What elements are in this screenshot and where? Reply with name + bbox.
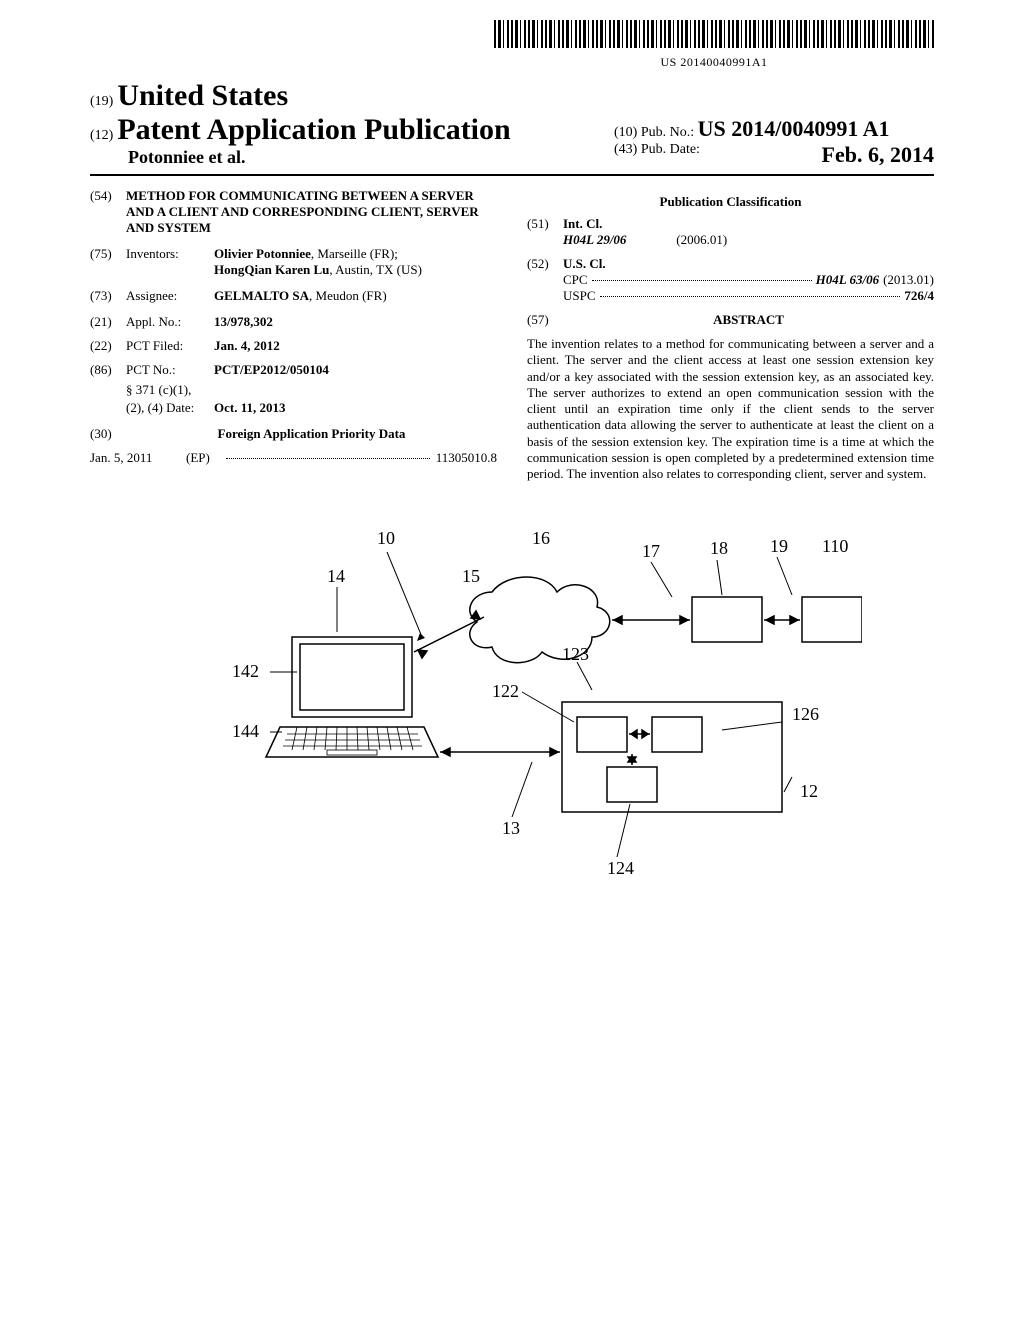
cpc-label: CPC [563,272,588,288]
svg-text:17: 17 [642,541,660,561]
inid-57: (57) [527,312,563,328]
header: (19) United States (12) Patent Applicati… [90,79,934,168]
inventors-label: Inventors: [126,246,214,278]
pub-date: Feb. 6, 2014 [822,142,934,168]
pctno-label: PCT No.: [126,362,214,378]
svg-text:144: 144 [232,721,259,741]
dotted-fill [226,458,430,459]
figure-svg: 10 16 15 14 17 18 19 110 142 144 122 123… [162,502,862,882]
inventor-1-loc: , Marseille (FR); [311,246,398,261]
uscl-label: U.S. Cl. [563,256,606,271]
priority-date: Jan. 5, 2011 [90,450,186,466]
dotted-fill [592,280,812,281]
svg-text:18: 18 [710,538,728,558]
invention-title: METHOD FOR COMMUNICATING BETWEEN A SERVE… [126,188,497,236]
assignee-value: GELMALTO SA, Meudon (FR) [214,288,497,304]
pctfiled-label: PCT Filed: [126,338,214,354]
priority-cc: (EP) [186,450,226,466]
inid-54: (54) [90,188,126,236]
biblio-right: Publication Classification (51) Int. Cl.… [527,188,934,482]
abstract-text: The invention relates to a method for co… [527,336,934,482]
svg-text:13: 13 [502,818,520,838]
inid-21: (21) [90,314,126,330]
intcl-label: Int. Cl. [563,216,602,231]
svg-text:110: 110 [822,536,848,556]
barcode-block: US 20140040991A1 [90,20,934,71]
uspc-value: 726/4 [904,288,934,304]
svg-text:124: 124 [607,858,634,878]
inid-75: (75) [90,246,126,278]
doc-type: Patent Application Publication [117,113,510,146]
cpc-value: H04L 63/06 [816,272,879,288]
assignee-loc: , Meudon (FR) [309,288,387,303]
pctfiled-value: Jan. 4, 2012 [214,338,280,353]
abstract-label: ABSTRACT [713,312,784,327]
inventor-2: HongQian Karen Lu [214,262,329,277]
s371-line1: § 371 (c)(1), [126,382,497,398]
uspc-label: USPC [563,288,596,304]
svg-text:12: 12 [800,781,818,801]
biblio-left: (54) METHOD FOR COMMUNICATING BETWEEN A … [90,188,497,482]
inid-86: (86) [90,362,126,378]
svg-text:19: 19 [770,536,788,556]
dotted-fill [600,296,901,297]
barcode-icon [494,20,934,48]
figure: 10 16 15 14 17 18 19 110 142 144 122 123… [90,502,934,882]
inid-43: (43) [614,142,637,157]
inventors-value: Olivier Potonniee, Marseille (FR); HongQ… [214,246,497,278]
inid-30: (30) [90,426,126,442]
country: United States [117,79,288,112]
priority-num: 11305010.8 [430,450,497,466]
inid-51: (51) [527,216,563,248]
svg-text:123: 123 [562,644,589,664]
inid-10: (10) [614,125,637,140]
cpc-date: (2013.01) [879,272,934,288]
inventor-1: Olivier Potonniee [214,246,311,261]
pubdate-label: Pub. Date: [641,142,700,157]
inid-73: (73) [90,288,126,304]
inventor-2-loc: , Austin, TX (US) [329,262,422,277]
svg-text:122: 122 [492,681,519,701]
assignee-name: GELMALTO SA [214,288,309,303]
s371-line2-label: (2), (4) Date: [126,400,214,416]
inid-22: (22) [90,338,126,354]
divider [90,174,934,176]
svg-text:126: 126 [792,704,819,724]
svg-text:142: 142 [232,661,259,681]
barcode-number: US 20140040991A1 [494,55,934,70]
pubclass-title: Publication Classification [527,194,934,210]
authors: Potonniee et al. [90,147,511,168]
svg-text:16: 16 [532,528,550,548]
inid-12: (12) [90,128,113,143]
pub-number: US 2014/0040991 A1 [698,116,890,141]
pubno-label: Pub. No.: [641,125,694,140]
inid-19: (19) [90,94,113,109]
pctno-value: PCT/EP2012/050104 [214,362,329,377]
applno-value: 13/978,302 [214,314,273,329]
assignee-label: Assignee: [126,288,214,304]
foreign-priority-title: Foreign Application Priority Data [218,426,406,441]
applno-label: Appl. No.: [126,314,214,330]
intcl-date: (2006.01) [676,232,727,247]
s371-date: Oct. 11, 2013 [214,400,286,415]
svg-text:15: 15 [462,566,480,586]
inid-52: (52) [527,256,563,304]
svg-text:10: 10 [377,528,395,548]
svg-text:14: 14 [327,566,345,586]
intcl-class: H04L 29/06 [563,232,626,247]
